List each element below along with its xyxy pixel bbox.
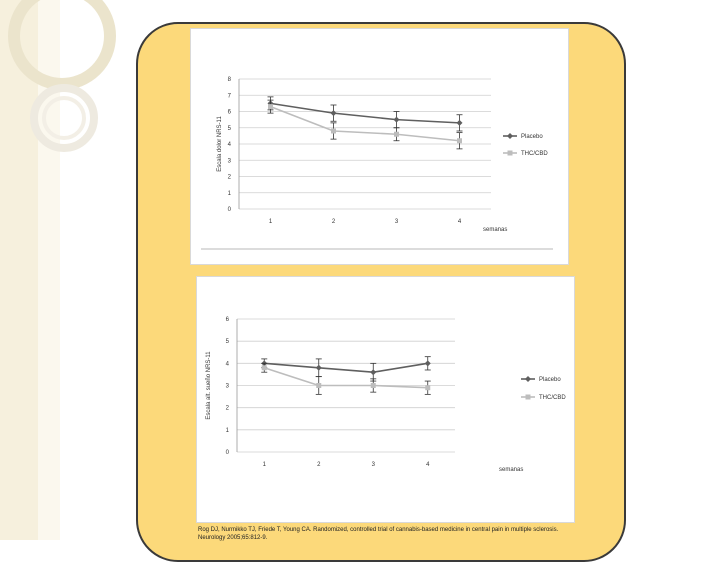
citation-text: Rog DJ, Nurmikko TJ, Friede T, Young CA.… <box>198 527 559 541</box>
y-tick-label: 0 <box>226 450 230 456</box>
pain-chart-svg: 0 1 2 3 4 5 6 7 8 1 2 3 4 semanas Escala dolor NRS-11 P… <box>201 77 553 250</box>
data-point-square <box>425 385 431 391</box>
y-tick-label: 2 <box>226 406 230 412</box>
y-tick-label: 1 <box>226 428 230 434</box>
data-point-diamond <box>393 116 400 123</box>
x-tick-label: 4 <box>426 462 430 468</box>
y-tick-label: 7 <box>228 93 232 99</box>
y-tick-label: 2 <box>228 175 232 181</box>
decorative-background <box>0 0 116 540</box>
legend-marker <box>507 133 513 139</box>
data-point-square <box>457 138 462 144</box>
y-tick-label: 0 <box>228 207 232 213</box>
x-axis-label: semanas <box>483 227 507 233</box>
y-axis-label: Escala alt. sueño NRS-11 <box>206 351 212 420</box>
y-tick-label: 4 <box>228 142 232 148</box>
legend-marker <box>507 150 513 156</box>
data-point-square <box>370 383 376 388</box>
y-tick-label: 6 <box>226 317 230 323</box>
data-point-square <box>316 383 322 388</box>
x-tick-label: 1 <box>269 219 273 225</box>
y-tick-label: 3 <box>226 384 230 390</box>
y-tick-label: 3 <box>228 158 232 164</box>
data-point-square <box>331 128 336 134</box>
x-tick-label: 4 <box>458 219 462 225</box>
series-line-1 <box>270 105 460 142</box>
data-point-square <box>261 365 267 371</box>
pain-chart: 0 1 2 3 4 5 6 7 8 1 2 3 4 semanas Escala dolor NRS-11 P… <box>190 28 569 265</box>
x-axis-label: semanas <box>499 467 523 473</box>
data-point-square <box>268 104 273 110</box>
x-tick-label: 2 <box>332 219 336 225</box>
data-point-diamond <box>456 119 463 126</box>
y-tick-label: 8 <box>228 77 232 83</box>
series-line-0 <box>264 362 428 374</box>
legend-label: Placebo <box>521 134 543 140</box>
x-tick-label: 3 <box>372 462 376 468</box>
legend-label: THC/CBD <box>521 151 548 157</box>
legend-label: THC/CBD <box>539 395 566 401</box>
y-tick-label: 1 <box>228 191 232 197</box>
y-axis-label: Escala dolor NRS-11 <box>217 116 223 172</box>
series-line-1 <box>264 367 428 389</box>
y-tick-label: 5 <box>226 339 230 345</box>
legend-label: Placebo <box>539 377 561 383</box>
series-line-0 <box>270 102 460 124</box>
data-point-diamond <box>424 360 431 367</box>
sleep-chart-svg: 0 1 2 3 4 5 6 1 2 3 4 semanas Escala alt. sueño NRS-… <box>206 317 566 473</box>
sleep-chart: 0 1 2 3 4 5 6 1 2 3 4 semanas Escala alt. sueño NRS-… <box>196 276 575 523</box>
legend-marker <box>525 376 531 382</box>
legend-marker <box>525 394 531 400</box>
x-tick-label: 2 <box>317 462 321 468</box>
x-tick-label: 1 <box>263 462 267 468</box>
y-tick-label: 5 <box>228 126 232 132</box>
x-tick-label: 3 <box>395 219 399 225</box>
data-point-diamond <box>330 110 337 117</box>
data-point-diamond <box>315 364 322 371</box>
y-tick-label: 4 <box>226 361 230 367</box>
data-point-square <box>394 131 399 137</box>
y-tick-label: 6 <box>228 110 232 116</box>
data-point-diamond <box>370 369 377 376</box>
